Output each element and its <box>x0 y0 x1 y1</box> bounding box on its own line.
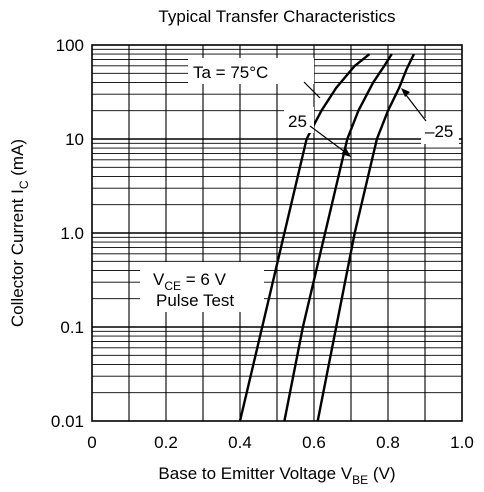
x-tick-labels: 0 0.2 0.4 0.6 0.8 1.0 <box>87 433 474 452</box>
plot-frame <box>91 44 463 422</box>
y-tick-label: 0.1 <box>60 318 84 337</box>
annotation-m25-leader <box>402 90 427 122</box>
series-line-1 <box>283 53 393 422</box>
annotation-m25: –25 <box>425 122 453 141</box>
x-tick-label: 1.0 <box>450 433 474 452</box>
annotation-25-bg <box>284 107 314 133</box>
annotation-m25-bg <box>421 118 459 144</box>
annotation-75: Ta = 75°C <box>193 63 268 82</box>
condition-line2: Pulse Test <box>156 291 234 310</box>
x-tick-label: 0.6 <box>302 433 326 452</box>
x-tick-label: 0.8 <box>376 433 400 452</box>
annotation-m25-arrowhead <box>401 88 410 97</box>
chart-title: Typical Transfer Characteristics <box>158 7 395 26</box>
annotation-75-leader <box>303 81 321 99</box>
condition-box-bg <box>140 262 264 312</box>
x-tick-label: 0.2 <box>154 433 178 452</box>
y-tick-label: 100 <box>56 36 84 55</box>
y-tick-label: 10 <box>65 130 84 149</box>
y-tick-label: 1.0 <box>60 224 84 243</box>
condition-line1: VCE = 6 V <box>153 270 227 293</box>
annotation-75-bg <box>188 58 314 84</box>
grid <box>92 45 462 421</box>
annotation-25: 25 <box>288 112 307 131</box>
series-line-2 <box>316 53 415 422</box>
annotation-25-leader <box>309 125 350 156</box>
y-tick-label: 0.01 <box>51 412 84 431</box>
x-axis-label: Base to Emitter Voltage VBE (V) <box>158 464 395 487</box>
x-tick-label: 0 <box>87 433 96 452</box>
y-axis-label: Collector Current IC (mA) <box>8 139 31 327</box>
y-tick-labels: 0.01 0.1 1.0 10 100 <box>51 36 84 431</box>
annotation-25-arrowhead <box>341 148 351 157</box>
x-tick-label: 0.4 <box>228 433 252 452</box>
